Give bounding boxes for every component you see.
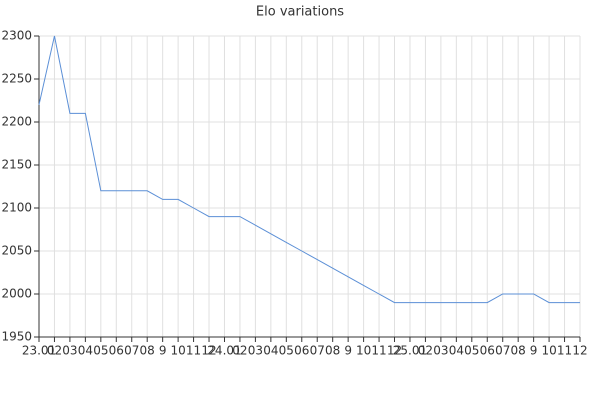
x-tick-label: 12	[201, 344, 216, 358]
x-tick-label: 02	[47, 344, 62, 358]
y-tick-label: 2300	[1, 29, 32, 43]
x-tick-label: 06	[480, 344, 495, 358]
x-tick-label: 02	[232, 344, 247, 358]
x-tick-label: 05	[93, 344, 108, 358]
x-tick-label: 02	[418, 344, 433, 358]
x-tick-label: 08	[511, 344, 526, 358]
x-tick-label: 06	[109, 344, 124, 358]
x-tick-label: 07	[310, 344, 325, 358]
x-tick-label: 11	[186, 344, 201, 358]
x-tick-label: 06	[294, 344, 309, 358]
chart-title: Elo variations	[256, 5, 344, 20]
y-tick-label: 2050	[1, 244, 32, 258]
x-tick-label: 25.01	[393, 344, 427, 358]
x-tick-label: 04	[263, 344, 278, 358]
x-tick-label: 05	[464, 344, 479, 358]
x-tick-label: 9	[344, 344, 352, 358]
x-tick-label: 03	[62, 344, 77, 358]
x-tick-label: 11	[371, 344, 386, 358]
x-tick-label: 08	[140, 344, 155, 358]
x-tick-label: 9	[159, 344, 167, 358]
x-tick-label: 04	[78, 344, 93, 358]
x-tick-label: 04	[449, 344, 464, 358]
x-tick-label: 9	[530, 344, 538, 358]
x-tick-label: 11	[557, 344, 572, 358]
y-tick-label: 2200	[1, 115, 32, 129]
x-tick-label: 24.01	[207, 344, 241, 358]
y-tick-label: 2000	[1, 287, 32, 301]
x-tick-label: 07	[124, 344, 139, 358]
x-tick-label: 10	[356, 344, 371, 358]
x-tick-label: 12	[572, 344, 587, 358]
x-tick-label: 03	[433, 344, 448, 358]
x-tick-label: 05	[279, 344, 294, 358]
x-tick-label: 10	[541, 344, 556, 358]
y-tick-label: 2100	[1, 201, 32, 215]
x-tick-label: 12	[387, 344, 402, 358]
y-tick-label: 2250	[1, 72, 32, 86]
line	[38, 35, 580, 304]
x-tick-label: 23.01	[22, 344, 56, 358]
y-tick-label: 1950	[1, 330, 32, 344]
x-tick-label: 10	[170, 344, 185, 358]
x-tick-label: 08	[325, 344, 340, 358]
y-tick-label: 2150	[1, 158, 32, 172]
x-tick-label: 03	[248, 344, 263, 358]
x-tick-label: 07	[495, 344, 510, 358]
